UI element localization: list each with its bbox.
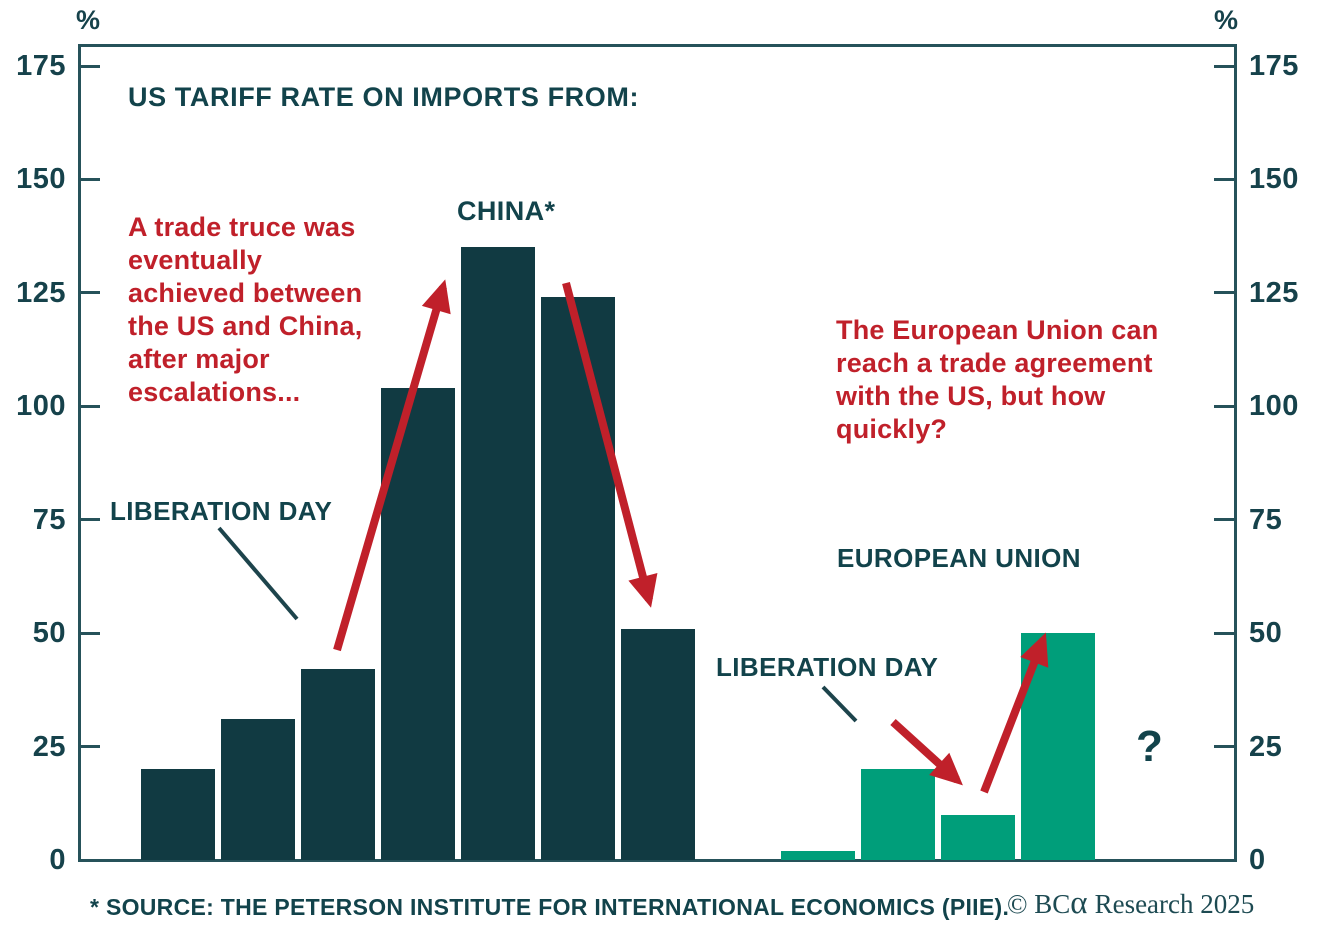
plot-border-left	[78, 44, 81, 862]
bar-china-1	[141, 769, 215, 860]
bar-china-7	[621, 628, 695, 860]
y-axis-unit-left: %	[76, 5, 101, 35]
bar-china-5	[461, 247, 535, 860]
copyright-prefix: © BC	[1007, 889, 1071, 919]
y-label-left-50: 50	[32, 617, 66, 650]
y-tick-right-0	[1214, 858, 1235, 862]
y-tick-left-125	[79, 291, 100, 295]
bar-european-union-1	[781, 850, 855, 860]
bca-research-logo: © BCα Research 2025	[1007, 887, 1255, 920]
pointer-liberation-day-eu	[821, 685, 858, 723]
china-series-label: CHINA*	[457, 196, 556, 226]
y-label-right-25: 25	[1249, 730, 1283, 763]
truce-annotation: A trade truce was eventually achieved be…	[128, 212, 363, 407]
y-tick-right-75	[1214, 518, 1235, 522]
y-label-left-100: 100	[16, 390, 66, 423]
bar-european-union-2	[861, 769, 935, 860]
y-tick-right-150	[1214, 177, 1235, 181]
y-label-right-75: 75	[1249, 503, 1283, 536]
y-tick-right-25	[1214, 745, 1235, 749]
bar-european-union-4	[1021, 633, 1095, 860]
bar-european-union-3	[941, 814, 1015, 860]
y-tick-right-100	[1214, 404, 1235, 408]
liberation-day-china-label: LIBERATION DAY	[110, 496, 333, 526]
liberation-day-eu-label: LIBERATION DAY	[716, 652, 939, 682]
y-label-right-125: 125	[1249, 276, 1299, 309]
bar-china-3	[301, 669, 375, 860]
alpha-glyph: α	[1070, 885, 1088, 921]
y-label-right-175: 175	[1249, 50, 1299, 82]
y-label-left-175: 175	[16, 50, 66, 82]
y-label-left-25: 25	[32, 730, 66, 763]
y-label-right-150: 150	[1249, 163, 1299, 196]
y-label-right-100: 100	[1249, 390, 1299, 423]
y-label-left-0: 0	[49, 844, 66, 876]
eu-series-label: EUROPEAN UNION	[837, 543, 1081, 573]
question-mark: ?	[1136, 722, 1163, 771]
y-tick-right-125	[1214, 291, 1235, 295]
y-tick-right-50	[1214, 631, 1235, 635]
y-tick-left-175	[79, 64, 100, 68]
source-note: * SOURCE: THE PETERSON INSTITUTE FOR INT…	[90, 894, 1010, 920]
y-tick-right-175	[1214, 64, 1235, 68]
pointer-liberation-day-china	[217, 526, 299, 621]
y-label-right-50: 50	[1249, 617, 1283, 650]
y-label-left-75: 75	[32, 503, 66, 536]
bar-china-2	[221, 719, 295, 860]
eu-annotation: The European Union can reach a trade agr…	[836, 315, 1159, 444]
plot-border-bottom	[78, 859, 1237, 862]
y-tick-left-75	[79, 518, 100, 522]
plot-border-top	[78, 44, 1237, 47]
y-tick-left-150	[79, 177, 100, 181]
y-axis-unit-right: %	[1214, 5, 1239, 35]
plot-border-right	[1234, 44, 1237, 862]
y-tick-left-50	[79, 631, 100, 635]
copyright-suffix: Research 2025	[1094, 889, 1255, 919]
y-label-right-0: 0	[1249, 844, 1266, 876]
y-tick-left-100	[79, 404, 100, 408]
y-label-left-125: 125	[16, 276, 66, 309]
bar-china-6	[541, 297, 615, 860]
bar-china-4	[381, 388, 455, 860]
y-label-left-150: 150	[16, 163, 66, 196]
y-tick-left-0	[79, 858, 100, 862]
y-tick-left-25	[79, 745, 100, 749]
chart-title: US TARIFF RATE ON IMPORTS FROM:	[128, 82, 640, 112]
